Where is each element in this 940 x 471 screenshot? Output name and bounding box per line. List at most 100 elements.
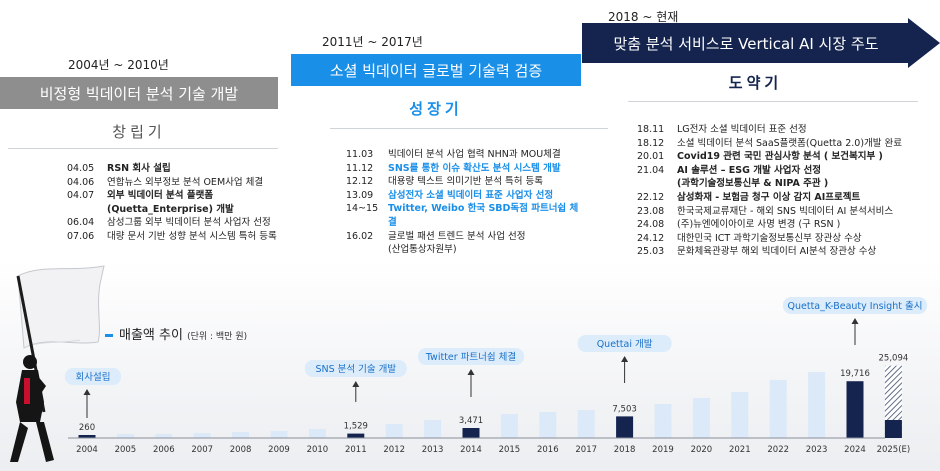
tick-label-2011: 2011 [345, 445, 367, 455]
bar-2007 [193, 433, 211, 438]
event-item: 20.01 Covid19 관련 국민 관심사항 분석 ( 보건복지부 ) [637, 151, 883, 163]
tick-label-2025(E): 2025(E) [877, 445, 911, 455]
bar-2010 [308, 429, 326, 438]
value-label-2004: 260 [79, 423, 95, 433]
event-item: 18.11 LG전자 소셜 빅데이터 표준 선정 [637, 124, 807, 135]
milestone-label-2014: Twitter 파트너쉽 체결 [425, 352, 516, 363]
milestone-badge-2018 [577, 335, 672, 352]
phase3-divider [628, 101, 918, 102]
value-label-2018: 7,503 [612, 404, 636, 414]
arrow-up-icon [83, 389, 91, 395]
phase1-divider [8, 148, 278, 149]
tick-label-2007: 2007 [191, 445, 213, 455]
bar-2006 [155, 434, 173, 438]
milestone-label-2018: Quettai 개발 [597, 339, 653, 350]
tick-label-2013: 2013 [422, 445, 444, 455]
timeline-arrow-icon [908, 18, 940, 68]
tick-label-2020: 2020 [691, 445, 713, 455]
milestone-label-2011: SNS 분석 기술 개발 [315, 364, 396, 375]
event-item: 04.05 RSN 회사 설립 [67, 163, 171, 174]
arrow-up-icon [851, 318, 859, 324]
event-item: 04.06 연합뉴스 외부정보 분석 OEM사업 체결 [67, 176, 264, 188]
tick-label-2010: 2010 [307, 445, 329, 455]
bar-2016 [539, 412, 557, 438]
phase3-band: 맞춤 분석 서비스로 Vertical AI 시장 주도 [582, 23, 910, 63]
phase2-events: 11.03 빅데이터 분석 사업 협력 NHN과 MOU체결 11.12 SNS를 … [346, 148, 584, 257]
tick-label-2009: 2009 [268, 445, 290, 455]
bar-2019 [654, 404, 672, 438]
tick-label-2017: 2017 [575, 445, 597, 455]
phase2-title: 성장기 [409, 100, 463, 118]
tick-label-2015: 2015 [499, 445, 521, 455]
phase1-events: 04.05 RSN 회사 설립 04.06 연합뉴스 외부정보 분석 OEM사업 체… [67, 162, 282, 244]
event-item: 06.04 삼성그룹 외부 빅데이터 분석 사업자 선정 [67, 217, 271, 229]
tick-label-2018: 2018 [614, 445, 636, 455]
event-item: 04.07 외부 빅데이터 분석 플랫폼 [67, 190, 214, 202]
bar-2014 [462, 428, 480, 438]
event-item: 14~15 Twitter, Weibo 한국 SBD독점 파트너쉽 체결 [346, 203, 579, 228]
bar-2015 [500, 414, 518, 438]
phase3-events: 18.11 LG전자 소셜 빅데이터 표준 선정 18.12 소셜 빅데이터 분석 … [637, 123, 907, 259]
arrow-up-icon [621, 356, 629, 362]
tick-label-2004: 2004 [76, 445, 98, 455]
tick-label-2022: 2022 [767, 445, 789, 455]
bar-2009 [270, 431, 288, 438]
tick-label-2019: 2019 [652, 445, 674, 455]
event-item: 22.12 삼성화재 - 보험금 청구 이상 감지 AI프로젝트 [637, 191, 861, 203]
milestone-label-2024: Quetta_K-Beauty Insight 출시 [788, 301, 923, 312]
event-item: 16.02 글로벌 패션 트렌드 분석 사업 선정 [346, 230, 526, 242]
value-label-2011: 1,529 [344, 422, 368, 432]
milestone-badge-2024 [783, 297, 927, 314]
phase2-divider [330, 128, 608, 129]
bar-2023 [808, 372, 826, 438]
milestone-badge-2014 [418, 348, 524, 365]
chart-unit: (단위 : 백만 원) [187, 332, 248, 342]
event-item: 13.09 삼성전자 소셜 빅데이터 표준 사업자 선정 [346, 189, 554, 201]
event-item: (산업통상자원부) [388, 244, 457, 256]
phase1-band: 비정형 빅데이터 분석 기술 개발 [0, 77, 278, 109]
bar-2004 [78, 435, 96, 438]
bar-2025(E) [884, 365, 902, 438]
event-item: 18.12 소셜 빅데이터 분석 SaaS플랫폼(Quetta 2.0)개발 완료 [637, 137, 903, 149]
event-item: 12.12 대용량 텍스트 의미기반 분석 특허 등록 [346, 176, 543, 188]
phase1-period: 2004년 ~ 2010년 [68, 58, 169, 72]
phase2-period: 2011년 ~ 2017년 [322, 35, 423, 49]
event-item: 21.04 AI 솔루션 – ESG 개발 사업자 선정 [637, 164, 822, 176]
tick-label-2014: 2014 [460, 445, 482, 455]
milestone-badge-2004 [65, 368, 121, 385]
phase3-period: 2018 ~ 현재 [608, 10, 679, 24]
value-label-2025(E): 25,094 [879, 354, 909, 364]
event-item: (Quetta_Enterprise) 개발 [107, 203, 234, 215]
tick-label-2021: 2021 [729, 445, 751, 455]
bar-2017 [577, 410, 595, 438]
event-item: (과학기술정보통신부 & NIPA 주관 ) [677, 178, 829, 190]
bar-2011 [347, 433, 365, 438]
tick-label-2023: 2023 [806, 445, 828, 455]
milestone-badge-2011 [304, 360, 407, 377]
phase3-title: 도약기 [728, 74, 783, 92]
phase1-title: 창립기 [112, 123, 166, 141]
bar-2024 [846, 381, 864, 438]
tick-label-2005: 2005 [115, 445, 137, 455]
bar-2005 [116, 434, 134, 438]
event-item: 23.08 한국국제교류재단 - 해외 SNS 빅데이터 AI 분석서비스 [637, 205, 894, 217]
tick-label-2024: 2024 [844, 445, 866, 455]
value-label-2014: 3,471 [459, 416, 483, 426]
arrow-up-icon [352, 381, 360, 387]
bar-2012 [385, 424, 403, 438]
event-item: 24.08 (주)뉴엔에이아이로 사명 변경 (구 RSN ) [637, 219, 841, 231]
value-label-2024: 19,716 [840, 369, 870, 379]
bar-2021 [731, 392, 749, 438]
phase2-band: 소셜 빅데이터 글로벌 기술력 검증 [291, 54, 581, 86]
event-item: 11.12 SNS를 통한 이슈 확산도 분석 시스템 개발 [346, 162, 561, 174]
bar-2018 [616, 416, 634, 438]
tick-label-2012: 2012 [383, 445, 405, 455]
event-item: 25.03 문화체육관광부 해외 빅데이터 AI분석 장관상 수상 [637, 246, 877, 258]
tick-label-2016: 2016 [537, 445, 559, 455]
tick-label-2006: 2006 [153, 445, 175, 455]
chart-title-accent [105, 334, 113, 337]
tick-label-2008: 2008 [230, 445, 252, 455]
flag-bearer-illustration [10, 265, 105, 462]
bar-2013 [424, 420, 442, 438]
